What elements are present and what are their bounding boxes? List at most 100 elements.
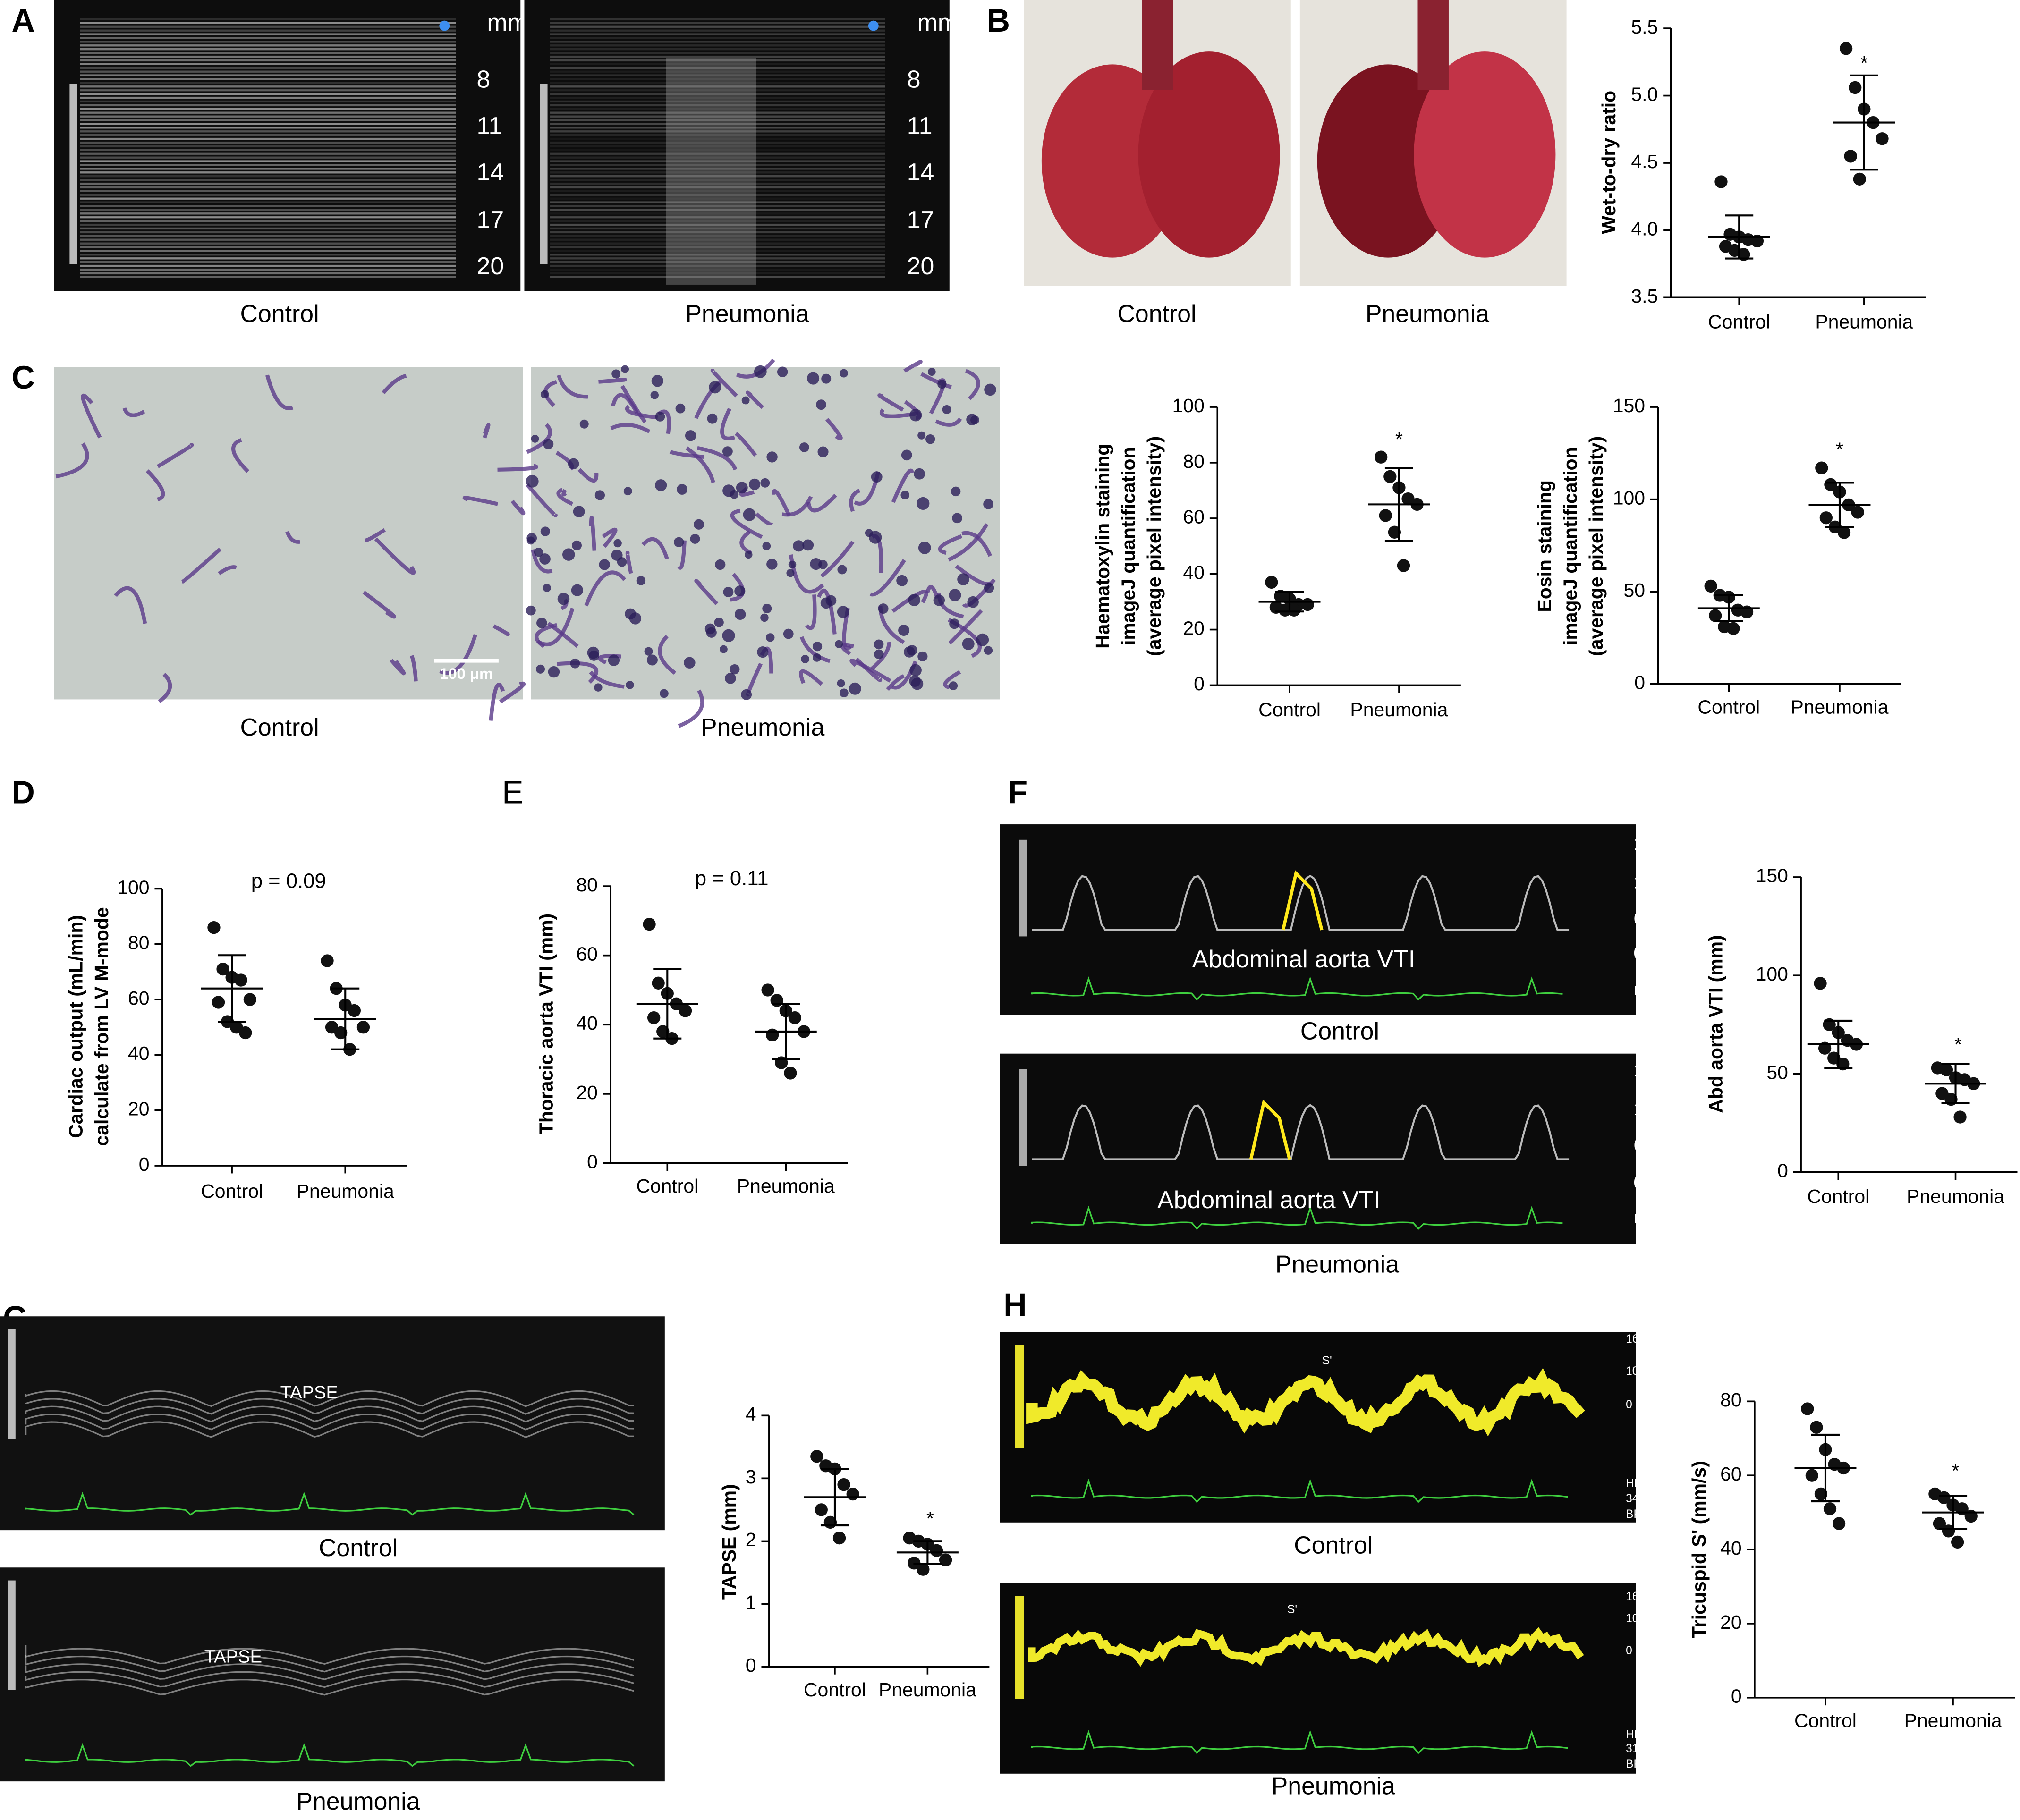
y-tick-label: 3 [746,1466,756,1488]
nucleus [534,548,543,557]
annotation: * [1836,439,1843,460]
tissue [156,443,194,468]
image-text: Velocity mm/s [1656,1343,1669,1414]
y-axis-label: Haematoxylin staining [1092,444,1113,649]
tissue [891,590,928,613]
nucleus [715,559,726,570]
data-point [1951,1535,1964,1549]
image-caption: Control [1294,1531,1373,1558]
nucleus [540,390,549,398]
data-point [243,993,256,1006]
gray-scale [1019,839,1027,937]
nucleus [874,649,884,659]
image-text: 14 [477,158,504,186]
chart: 0 20 40 60 80 100 Cardiac output (mL/min) calcu… [65,869,407,1202]
tissue [365,528,386,542]
image-text: 11 [907,112,933,139]
image-text: 20 [477,252,504,279]
nucleus [818,560,828,569]
data-point [1832,1517,1846,1530]
data-point [212,996,225,1009]
data-point [846,1487,859,1501]
annotation: * [1395,428,1403,450]
image-panel: Pneumonia [1299,0,1567,327]
nucleus [951,486,961,497]
image-text: 600 [1633,1135,1664,1155]
tissue [526,423,552,454]
nucleus [617,557,627,567]
nucleus [918,542,931,554]
wall-motion [25,1413,634,1431]
nucleus [760,613,769,622]
y-tick-label: 20 [576,1082,598,1103]
data-point [761,983,774,997]
tissue [362,590,396,619]
nucleus [898,625,910,636]
image-text: mm [487,9,527,36]
nucleus [594,683,603,692]
nucleus [743,508,756,521]
nucleus [754,365,767,378]
wall-motion [25,1644,634,1665]
nucleus [725,673,736,684]
x-tick-label: Pneumonia [1791,696,1889,718]
y-tick-label: 0 [746,1654,756,1676]
tissue [55,442,89,479]
tissue [855,657,883,682]
tissue [710,368,738,398]
annotation: * [926,1507,934,1529]
tissue [806,494,837,513]
data-point [770,994,783,1007]
image-text: 1707 [1633,834,1673,854]
tissue [483,423,491,439]
nucleus [812,642,823,652]
data-point [1709,609,1722,622]
nucleus [962,637,975,650]
y-axis-label: (average pixel intensity) [1143,436,1165,656]
nucleus [917,651,928,662]
tissue [620,385,647,423]
nucleus [865,529,873,537]
nucleus [572,540,582,550]
tissue [439,634,477,675]
x-tick-label: Control [1258,699,1321,720]
nucleus [984,583,994,593]
tissue [158,673,172,703]
tissue [949,609,983,644]
gray-scale [1019,1069,1027,1166]
data-point [788,1011,802,1024]
nucleus [917,431,926,440]
nucleus [573,506,585,518]
data-point [1801,1402,1814,1415]
nucleus [562,548,575,561]
nucleus [543,584,551,592]
nucleus [757,646,769,658]
image-text: 342 [1626,1492,1645,1505]
ecg-trace [25,1743,635,1767]
image-text: 20 [907,252,934,279]
y-tick-label: 100 [1172,395,1205,416]
image-background [0,1567,665,1782]
nucleus [722,629,735,642]
image-caption: Pneumonia [701,713,824,741]
tissue [410,655,418,682]
nucleus [966,414,978,425]
nucleus [909,664,922,677]
x-tick-label: Control [1807,1185,1869,1207]
tissue [536,608,575,646]
image-caption: Pneumonia [296,1787,420,1815]
image-background [524,0,950,291]
data-point [207,921,221,934]
image-text: HR [1626,1728,1642,1741]
vti-trace [1249,1099,1291,1160]
tissue [849,659,891,683]
y-tick-label: 150 [1756,865,1788,887]
nucleus [949,589,961,601]
y-tick-label: 80 [1720,1389,1742,1411]
tissue [231,438,250,473]
y-tick-label: 0 [1777,1160,1788,1182]
annotation: p = 0.09 [251,869,326,892]
data-point [1819,511,1833,525]
x-tick-label: Pneumonia [1350,699,1448,720]
wall-motion [25,1671,634,1688]
